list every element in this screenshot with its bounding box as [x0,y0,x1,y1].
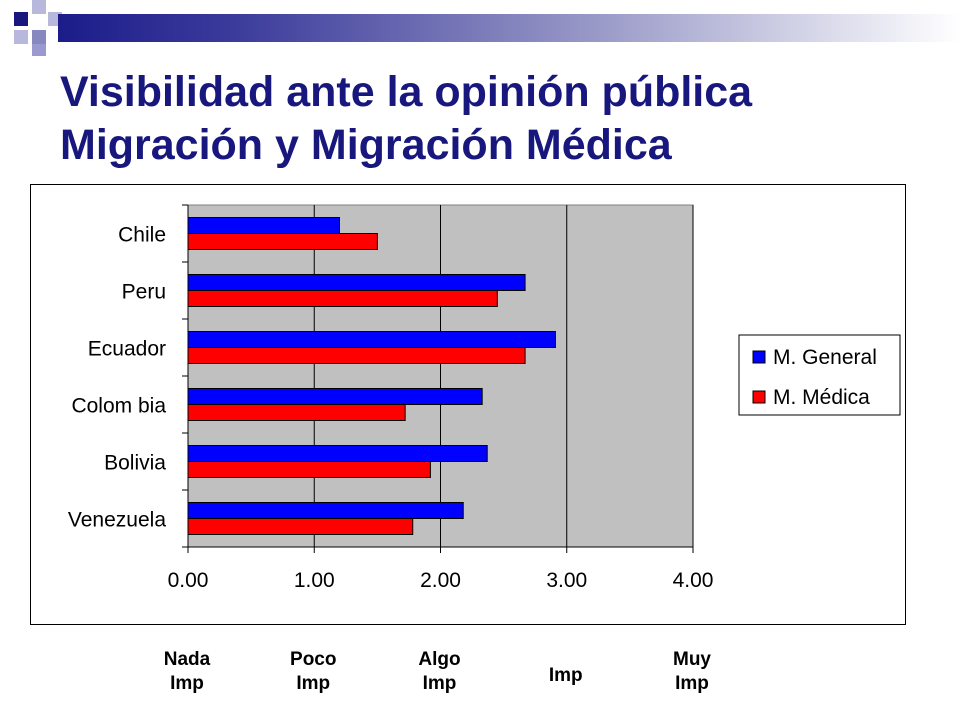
legend-label: M. General [773,346,877,369]
decor-square-dark [14,12,28,26]
bar-medica [187,461,431,478]
scale-label: Poco Imp [263,648,363,696]
x-tick-label: 4.00 [673,569,714,592]
legend-swatch [752,390,766,404]
x-tick-label: 2.00 [420,569,461,592]
legend-swatch [752,350,766,364]
bar-general [187,331,556,348]
bar-medica [187,347,526,364]
scale-label: Imp [548,665,583,686]
scale-label-line: Muy [673,649,711,670]
x-tick-label: 3.00 [546,569,587,592]
scale-label-line: Nada [163,649,211,670]
chart-frame: 0.00 1.00 2.00 3.00 4.00 Chile Peru Ecuador Colo… [30,184,906,625]
scale-label-line: Poco [290,649,337,670]
decor-square-dark [32,44,46,56]
bar-general [187,445,488,462]
legend-label: M. Médica [773,386,870,409]
y-tick-label: Peru [122,281,166,304]
y-tick-label: Chile [118,224,166,247]
bar-chart: 0.00 1.00 2.00 3.00 4.00 Chile Peru Ecuador Colo… [68,204,901,592]
scale-label-line: Imp [422,673,457,694]
scale-label: Muy Imp [642,648,742,696]
decor-square-mid [32,30,46,44]
x-tick-label: 1.00 [294,569,335,592]
scale-label: Nada Imp [137,648,237,696]
decor-square-light [32,0,46,14]
bar-medica [187,233,378,250]
y-tick-label: Ecuador [88,338,166,361]
x-tick-label: 0.00 [168,569,209,592]
decor-square-light [14,30,28,44]
y-tick-label: Colom bia [71,395,166,418]
bar-general [187,388,483,405]
scale-label: Algo Imp [390,648,490,696]
title-line-2: Migración y Migración Médica [60,121,672,169]
y-tick-label: Bolivia [104,452,166,475]
title-line-1: Visibilidad ante la opinión pública [60,68,753,116]
bar-general [187,217,340,234]
bar-medica [187,290,498,307]
bar-general [187,502,464,519]
scale-label-line: Imp [170,673,204,694]
y-tick-label: Venezuela [68,509,166,532]
bar-general [187,274,526,291]
scale-label-line: Imp [675,673,709,694]
slide-title: Visibilidad ante la opinión pública Migr… [60,66,752,172]
bar-medica [187,404,406,421]
legend-box [738,334,901,416]
scale-label-line: Imp [296,673,331,694]
scale-label-line: Algo [418,649,461,670]
header-gradient-bar [58,14,960,42]
bar-medica [187,518,414,535]
